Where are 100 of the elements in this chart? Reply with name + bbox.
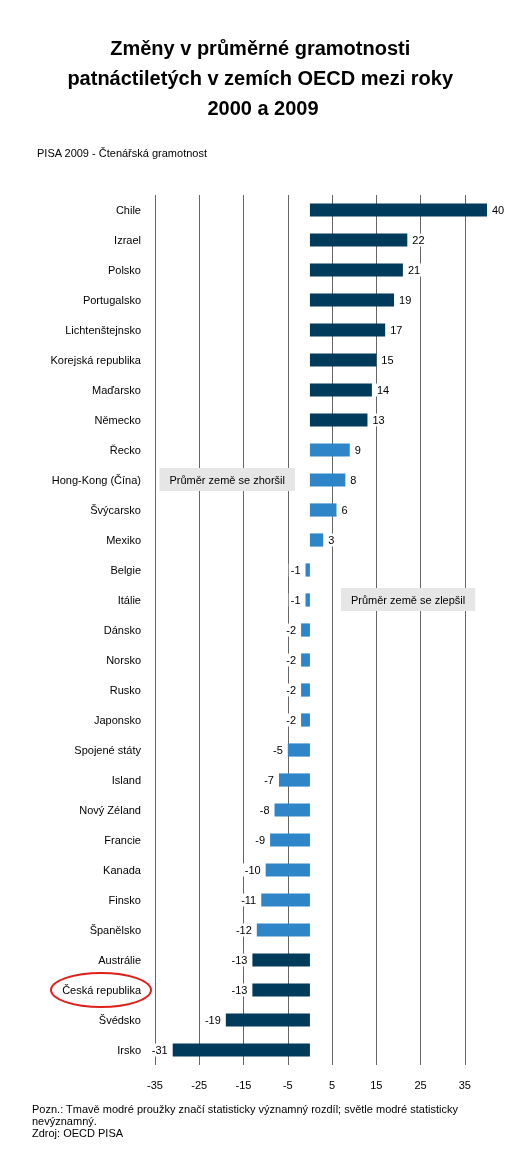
data-label: -8 — [259, 804, 270, 816]
chart-title: Změny v průměrné gramotnosti patnáctiletých v zemích OECD mezi roky 2000 a 2009 — [67, 37, 459, 119]
data-label: -9 — [255, 834, 266, 846]
bar — [301, 653, 310, 667]
bar — [309, 263, 403, 277]
text: Pozn.: Tmavě modré proužky značí statisticky významný rozdíl; světle modré statisticky nevýznamný. — [32, 1103, 459, 1127]
data-label: 3 — [328, 534, 335, 546]
bar — [287, 743, 310, 757]
y-tick-label: Hong-Kong (Čína) — [51, 474, 141, 486]
bar — [309, 503, 337, 517]
bar — [309, 413, 368, 427]
bar — [309, 203, 487, 217]
data-label: 13 — [372, 414, 385, 426]
y-tick-label: Španělsko — [89, 924, 141, 936]
y-tick-label: Japonsko — [93, 714, 141, 726]
y-tick-label: Chile — [115, 204, 141, 216]
x-tick-label: 15 — [370, 1078, 383, 1091]
bar — [252, 983, 310, 997]
y-tick-label: Belgie — [110, 564, 141, 576]
x-tick-label: -5 — [282, 1078, 293, 1091]
y-tick-label: Polsko — [107, 264, 141, 276]
x-tick-label: -25 — [191, 1078, 208, 1091]
data-label: 8 — [350, 474, 357, 486]
bar — [301, 683, 310, 697]
y-tick-label: Řecko — [109, 444, 141, 456]
bar — [309, 233, 408, 247]
data-label: -12 — [235, 924, 252, 936]
bar — [252, 953, 310, 967]
y-tick-label: Finsko — [108, 894, 141, 906]
data-label: 40 — [492, 204, 505, 216]
text: Zdroj: OECD PISA — [32, 1127, 124, 1139]
y-tick-label: Izrael — [114, 234, 141, 246]
bar — [309, 293, 395, 307]
bar — [305, 563, 310, 577]
y-tick-label: Maďarsko — [92, 384, 141, 396]
data-label: -2 — [286, 624, 297, 636]
data-label: 21 — [407, 264, 421, 276]
x-tick-label: -15 — [235, 1078, 252, 1091]
y-tick-label: Spojené státy — [74, 744, 142, 756]
data-label: -2 — [286, 714, 297, 726]
bar — [225, 1013, 310, 1027]
data-label: -13 — [231, 984, 248, 996]
y-tick-label: Norsko — [106, 654, 141, 666]
data-label: -5 — [273, 744, 283, 756]
y-tick-label: Lichtenštejnsko — [65, 324, 141, 336]
data-label: -31 — [151, 1044, 168, 1056]
bar — [256, 923, 310, 937]
y-tick-label: Švédsko — [98, 1014, 141, 1026]
y-tick-label: Austrálie — [98, 954, 141, 966]
x-tick-label: 25 — [414, 1078, 427, 1091]
bar — [305, 593, 310, 607]
data-label: -10 — [244, 864, 261, 876]
bar — [278, 773, 310, 787]
y-tick-label: Korejská republika — [50, 354, 142, 366]
data-label: 22 — [412, 234, 425, 246]
data-label: 6 — [341, 504, 348, 516]
data-label: -11 — [241, 894, 257, 906]
bar — [301, 713, 310, 727]
data-label: -13 — [231, 954, 248, 966]
data-label: -1 — [290, 594, 301, 606]
bar — [309, 353, 377, 367]
data-label: 15 — [381, 354, 394, 366]
bar — [309, 473, 346, 487]
bar — [265, 863, 310, 877]
x-tick-label: -35 — [147, 1078, 163, 1091]
bar — [274, 803, 310, 817]
bar — [261, 893, 310, 907]
x-tick-label: 35 — [458, 1078, 471, 1091]
bar — [309, 323, 386, 337]
bar — [309, 533, 324, 547]
annotation: Průměr země se zlepšil — [350, 593, 466, 606]
y-tick-label: Německo — [94, 414, 141, 426]
data-label: 9 — [354, 444, 361, 456]
bar — [309, 383, 372, 397]
data-label: -19 — [204, 1014, 221, 1026]
bar — [301, 623, 310, 637]
y-tick-label: Rusko — [109, 684, 141, 696]
data-label: -1 — [290, 564, 301, 576]
y-tick-label: Irsko — [117, 1044, 141, 1056]
y-tick-label: Kanada — [103, 864, 142, 876]
y-tick-label: Itálie — [117, 594, 141, 606]
annotation: Průměr země se zhoršil — [169, 473, 285, 486]
bar — [270, 833, 310, 847]
data-label: 14 — [376, 384, 390, 396]
data-label: 19 — [399, 294, 412, 306]
y-tick-label: Island — [111, 774, 141, 786]
data-label: -7 — [264, 774, 274, 786]
y-tick-label: Švýcarsko — [90, 504, 141, 516]
y-tick-label: Dánsko — [103, 624, 141, 636]
y-tick-label: Portugalsko — [82, 294, 141, 306]
y-tick-label: Česká republika — [62, 984, 142, 996]
data-label: -2 — [286, 654, 297, 666]
data-label: -2 — [286, 684, 297, 696]
chart-subtitle: PISA 2009 - Čtenářská gramotnost — [37, 146, 207, 159]
y-tick-label: Nový Zéland — [79, 804, 141, 816]
bar — [172, 1043, 310, 1057]
y-tick-label: Francie — [104, 834, 141, 846]
y-tick-label: Mexiko — [106, 534, 141, 546]
data-label: 17 — [390, 324, 403, 336]
bar — [309, 443, 350, 457]
